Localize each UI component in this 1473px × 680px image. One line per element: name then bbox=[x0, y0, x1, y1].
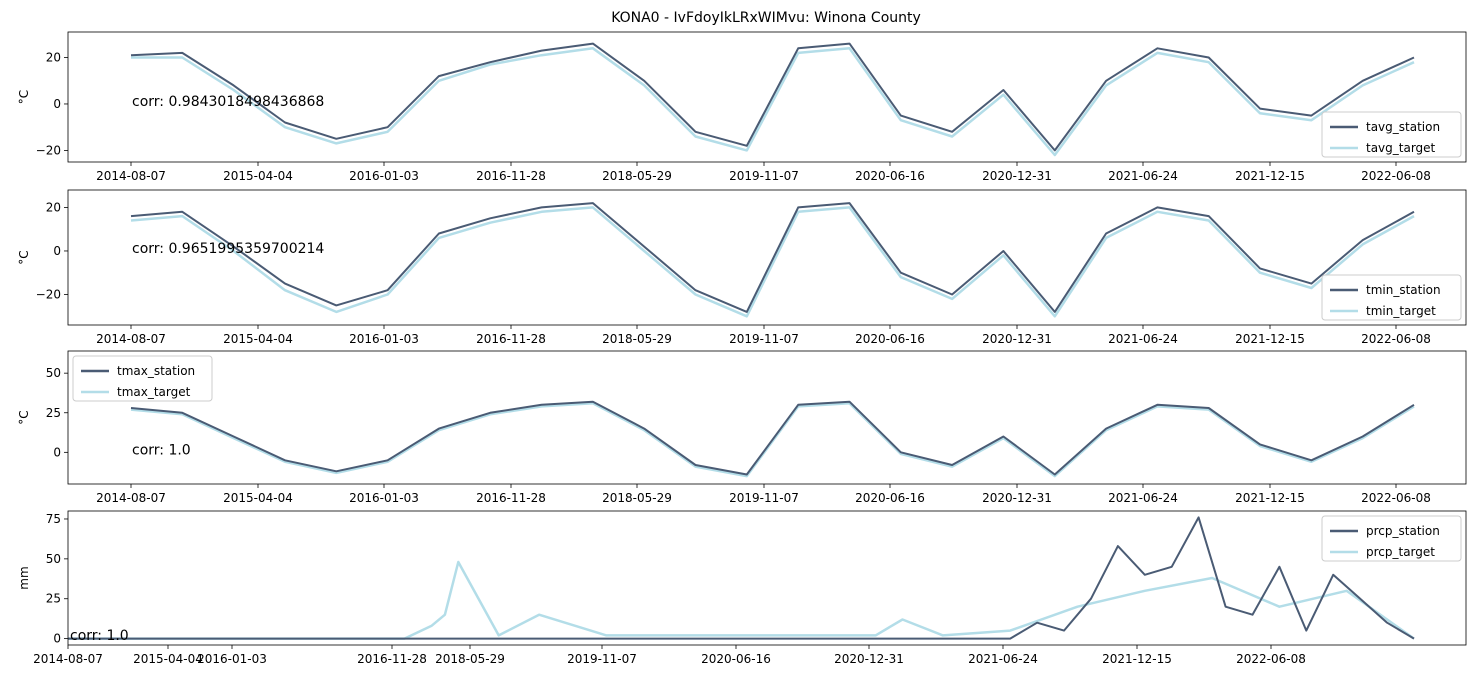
legend-entry: tmin_station bbox=[1366, 283, 1441, 297]
x-tick-label: 2018-05-29 bbox=[435, 652, 505, 666]
corr-annotation: corr: 0.9843018498436868 bbox=[132, 94, 324, 110]
x-tick-label: 2015-04-04 bbox=[223, 169, 293, 183]
legend-box bbox=[72, 355, 213, 402]
x-tick-label: 2020-06-16 bbox=[701, 652, 771, 666]
corr-annotation: corr: 1.0 bbox=[70, 628, 129, 644]
legend: tmax_station tmax_target bbox=[72, 355, 213, 402]
x-tick-label: 2021-06-24 bbox=[1108, 169, 1178, 183]
x-tick-label: 2016-01-03 bbox=[349, 491, 419, 505]
x-tick-label: 2021-12-15 bbox=[1102, 652, 1172, 666]
x-tick-label: 2014-08-07 bbox=[96, 332, 166, 346]
x-tick-label: 2015-04-04 bbox=[133, 652, 203, 666]
series-line-tavg_target bbox=[131, 47, 1415, 157]
legend-box bbox=[1321, 515, 1462, 562]
x-tick-label: 2022-06-08 bbox=[1361, 332, 1431, 346]
legend-entry: prcp_target bbox=[1366, 545, 1435, 559]
x-tick-label: 2019-11-07 bbox=[729, 169, 799, 183]
legend-entry: tavg_station bbox=[1366, 120, 1440, 134]
chart-panel-1: 20 0 −20 2014-08-07 2015-04-04 2016-01-03 2016… bbox=[17, 31, 1467, 183]
x-tick-label: 2022-06-08 bbox=[1236, 652, 1306, 666]
x-tick-label: 2016-01-03 bbox=[349, 332, 419, 346]
x-tick-label: 2016-01-03 bbox=[197, 652, 267, 666]
series-line-tmin_station bbox=[130, 202, 1415, 313]
x-tick-label: 2019-11-07 bbox=[729, 491, 799, 505]
x-tick-label: 2019-11-07 bbox=[567, 652, 637, 666]
series-line-prcp_station bbox=[68, 516, 1415, 640]
y-tick-label: 25 bbox=[46, 406, 61, 420]
x-tick-label: 2014-08-07 bbox=[96, 169, 166, 183]
legend-entry: tavg_target bbox=[1366, 141, 1436, 155]
legend: tavg_station tavg_target bbox=[1321, 111, 1462, 158]
series-line-tmax_station bbox=[130, 400, 1415, 476]
axes-frame bbox=[67, 31, 1467, 163]
corr-annotation: corr: 1.0 bbox=[132, 442, 191, 458]
x-tick-label: 2020-12-31 bbox=[982, 169, 1052, 183]
x-tick-label: 2020-06-16 bbox=[855, 169, 925, 183]
y-tick-label: 50 bbox=[46, 366, 61, 380]
x-tick-label: 2016-11-28 bbox=[357, 652, 427, 666]
y-tick-label: 20 bbox=[46, 200, 61, 214]
x-tick-label: 2020-12-31 bbox=[982, 491, 1052, 505]
chart-title: KONA0 - IvFdoyIkLRxWIMvu: Winona County bbox=[611, 10, 921, 26]
x-tick-label: 2021-06-24 bbox=[1108, 491, 1178, 505]
x-tick-label: 2022-06-08 bbox=[1361, 169, 1431, 183]
series-line-tavg_station bbox=[130, 42, 1415, 152]
x-tick-label: 2014-08-07 bbox=[33, 652, 103, 666]
x-tick-label: 2016-01-03 bbox=[349, 169, 419, 183]
x-tick-label: 2016-11-28 bbox=[476, 169, 546, 183]
x-tick-label: 2015-04-04 bbox=[223, 332, 293, 346]
series-line-tmin_target bbox=[130, 206, 1415, 318]
y-tick-label: 0 bbox=[53, 244, 61, 258]
chart-panel-2: 20 0 −20 2014-08-07 2015-04-04 2016-01-03 2016… bbox=[17, 189, 1467, 346]
legend: tmin_station tmin_target bbox=[1321, 274, 1462, 321]
chart-panel-3: 50 25 0 2014-08-07 2015-04-04 2016-01-03 2016-… bbox=[17, 350, 1467, 505]
series-line-prcp_target bbox=[68, 560, 1415, 640]
corr-annotation: corr: 0.9651995359700214 bbox=[132, 241, 324, 257]
x-tick-label: 2020-06-16 bbox=[855, 491, 925, 505]
x-tick-label: 2021-06-24 bbox=[968, 652, 1038, 666]
y-tick-label: 50 bbox=[46, 552, 61, 566]
x-tick-label: 2020-06-16 bbox=[855, 332, 925, 346]
y-tick-label: 0 bbox=[53, 632, 61, 646]
legend-box bbox=[1321, 111, 1462, 158]
y-axis-label: °C bbox=[17, 90, 31, 104]
x-tick-label: 2021-12-15 bbox=[1235, 169, 1305, 183]
x-tick-label: 2016-11-28 bbox=[476, 332, 546, 346]
x-tick-label: 2018-05-29 bbox=[602, 169, 672, 183]
x-tick-label: 2016-11-28 bbox=[476, 491, 546, 505]
axes-frame bbox=[67, 350, 1467, 485]
x-tick-label: 2021-12-15 bbox=[1235, 332, 1305, 346]
x-tick-label: 2018-05-29 bbox=[602, 332, 672, 346]
legend-entry: tmin_target bbox=[1366, 304, 1436, 318]
legend: prcp_station prcp_target bbox=[1321, 515, 1462, 562]
y-tick-label: 0 bbox=[53, 445, 61, 459]
legend-entry: prcp_station bbox=[1366, 524, 1440, 538]
legend-entry: tmax_target bbox=[117, 385, 191, 399]
y-tick-label: 20 bbox=[46, 51, 61, 65]
y-tick-label: −20 bbox=[36, 288, 61, 302]
legend-entry: tmax_station bbox=[117, 364, 195, 378]
y-tick-label: 75 bbox=[46, 512, 61, 526]
x-tick-label: 2018-05-29 bbox=[602, 491, 672, 505]
y-axis-label: °C bbox=[17, 250, 31, 264]
axes-frame bbox=[67, 189, 1467, 326]
x-tick-label: 2019-11-07 bbox=[729, 332, 799, 346]
x-tick-label: 2014-08-07 bbox=[96, 491, 166, 505]
x-tick-label: 2015-04-04 bbox=[223, 491, 293, 505]
y-tick-label: 0 bbox=[53, 97, 61, 111]
x-tick-label: 2020-12-31 bbox=[834, 652, 904, 666]
axes-frame bbox=[67, 510, 1467, 646]
legend-box bbox=[1321, 274, 1462, 321]
y-axis-label: mm bbox=[17, 566, 31, 589]
y-tick-label: −20 bbox=[36, 143, 61, 157]
y-axis-label: °C bbox=[17, 410, 31, 424]
y-tick-label: 25 bbox=[46, 592, 61, 606]
x-tick-label: 2021-12-15 bbox=[1235, 491, 1305, 505]
x-tick-label: 2022-06-08 bbox=[1361, 491, 1431, 505]
x-tick-label: 2020-12-31 bbox=[982, 332, 1052, 346]
x-tick-label: 2021-06-24 bbox=[1108, 332, 1178, 346]
